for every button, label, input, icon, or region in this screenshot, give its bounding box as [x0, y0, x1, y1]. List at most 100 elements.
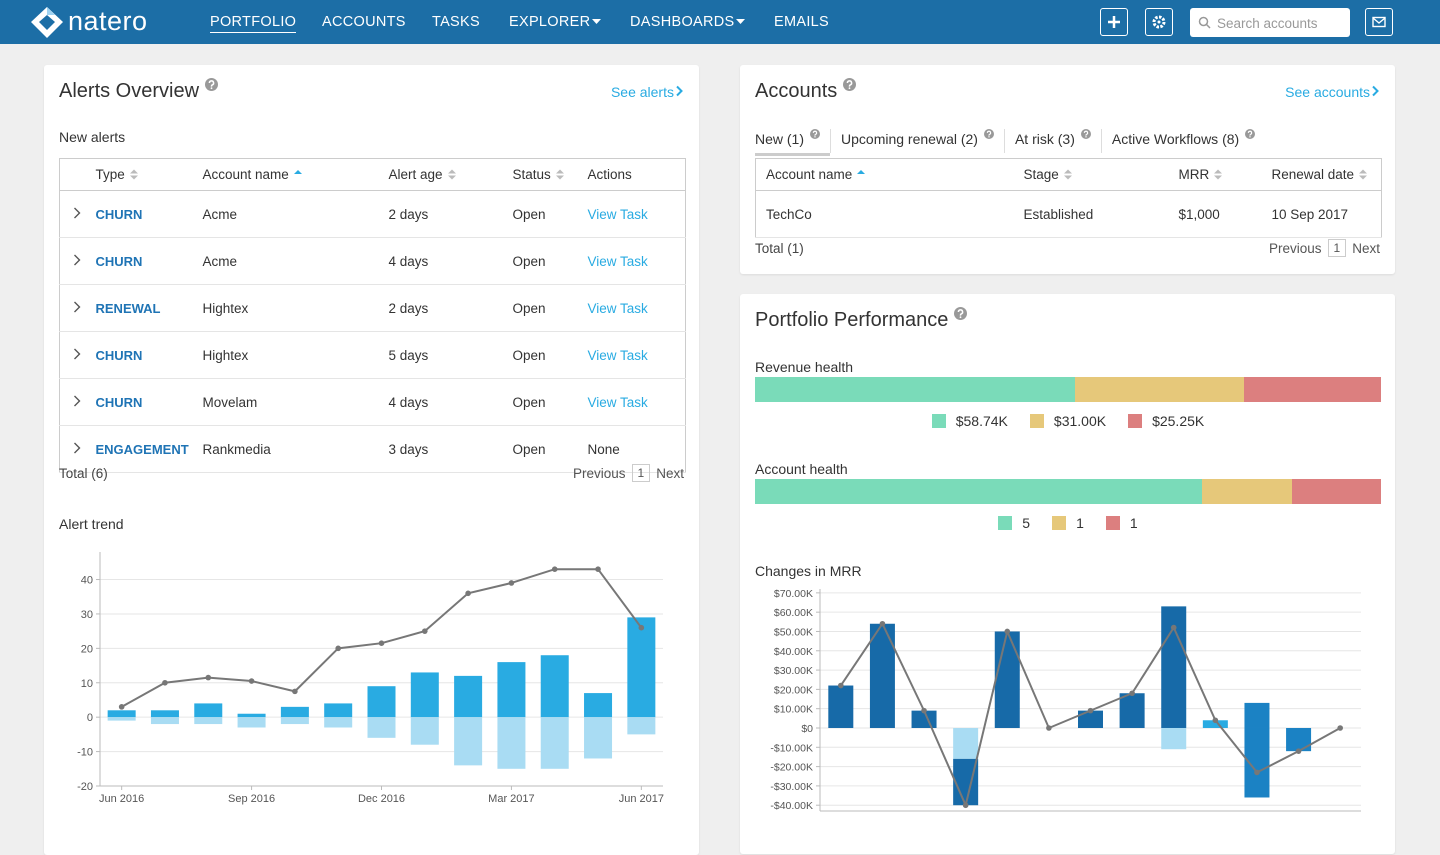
pager-next[interactable]: Next [656, 465, 684, 481]
x-tick-label: Mar 2017 [488, 793, 534, 805]
y-tick-label: $70.00K [774, 588, 813, 600]
line-point [205, 674, 212, 681]
table-cell: 10 Sep 2017 [1270, 190, 1382, 238]
y-tick-label: $30.00K [774, 665, 813, 677]
pager: Previous 1 Next [573, 464, 684, 482]
sort-down [447, 175, 456, 180]
search-input[interactable]: Search accounts [1190, 8, 1350, 37]
legend-swatch [998, 516, 1013, 530]
expand-cell[interactable] [59, 331, 95, 379]
header-cell[interactable]: Account name [755, 158, 1023, 191]
table-row[interactable]: RENEWAL Hightex 2 days Open View Task [59, 284, 686, 332]
bar [367, 717, 396, 738]
table-row[interactable]: CHURN Hightex 5 days Open View Task [59, 331, 686, 379]
help-glyph [1247, 130, 1253, 136]
bar [953, 727, 979, 759]
header-cell[interactable]: Type [94, 158, 202, 191]
expand-cell[interactable] [59, 237, 95, 285]
tab-label: New (1) [755, 131, 805, 147]
expand-cell[interactable] [59, 190, 95, 238]
pager-page[interactable]: 1 [631, 464, 651, 482]
table-row[interactable]: CHURN Acme 4 days Open View Task [59, 237, 686, 285]
bar [1286, 727, 1312, 752]
see-accounts-link[interactable]: See accounts [1285, 84, 1380, 100]
header-cell[interactable]: Account name [201, 158, 388, 191]
bar [454, 675, 483, 718]
table-row[interactable]: ENGAGEMENT Rankmedia 3 days Open None [59, 425, 686, 473]
nav-item[interactable]: EXPLORER [509, 14, 591, 30]
pager: Previous 1 Next [1269, 239, 1380, 257]
bar-segment [1243, 377, 1381, 402]
header-cell[interactable]: MRR [1177, 158, 1271, 191]
card-title: Portfolio Performance [755, 307, 968, 332]
bar [994, 631, 1020, 728]
pager-next[interactable]: Next [1352, 240, 1380, 256]
settings-button[interactable] [1145, 8, 1173, 36]
header-cell[interactable]: Alert age [387, 158, 512, 191]
bar-segment [1074, 377, 1244, 402]
email-button[interactable] [1365, 8, 1393, 36]
pager-previous[interactable]: Previous [1269, 240, 1322, 256]
view-task-link[interactable]: View Task [587, 347, 648, 363]
bar [869, 623, 895, 728]
help-icon [1080, 129, 1091, 139]
add-button[interactable] [1100, 8, 1128, 36]
nav-item[interactable]: DASHBOARDS [630, 14, 735, 30]
table-row[interactable]: CHURN Movelam 4 days Open View Task [59, 378, 686, 426]
header-row: Type Account name Alert age Status Actions [59, 158, 686, 191]
expand-cell[interactable] [59, 378, 95, 426]
table-row[interactable]: TechCo Established $1,000 10 Sep 2017 [755, 190, 1382, 238]
nav-item[interactable]: EMAILS [774, 14, 829, 30]
line-point [335, 645, 341, 652]
pager-page[interactable]: 1 [1327, 239, 1347, 257]
title-text: Portfolio Performance [755, 309, 949, 331]
y-tick-label: $50.00K [774, 626, 813, 638]
see-alerts-link[interactable]: See alerts [611, 84, 684, 100]
tab[interactable]: New (1) [755, 129, 831, 156]
header-cell [59, 158, 95, 191]
bar [237, 717, 266, 728]
header-cell[interactable]: Renewal date [1270, 158, 1382, 191]
link-text: See accounts [1285, 84, 1370, 100]
view-task-link[interactable]: View Task [587, 206, 648, 222]
view-task-link[interactable]: View Task [587, 300, 648, 316]
header-cell[interactable]: Stage [1022, 158, 1178, 191]
title-text: Accounts [755, 80, 838, 102]
table-cell: Open [511, 237, 587, 285]
tab[interactable]: At risk (3) [1003, 129, 1101, 153]
y-tick-label: -$10.00K [770, 742, 813, 754]
column-header: MRR [1178, 167, 1210, 182]
table-row[interactable]: CHURN Acme 2 days Open View Task [59, 190, 686, 238]
bar [1078, 710, 1103, 728]
nav-item[interactable]: PORTFOLIO [210, 14, 297, 33]
y-tick-label: -20 [77, 781, 93, 793]
bar [454, 717, 483, 766]
nav-item[interactable]: ACCOUNTS [322, 14, 406, 30]
logo[interactable] [30, 6, 64, 39]
expand-cell[interactable] [59, 425, 95, 473]
expand-cell[interactable] [59, 284, 95, 332]
brand[interactable]: natero [68, 6, 148, 36]
tab-label: Active Workflows (8) [1111, 131, 1240, 147]
bar [540, 717, 569, 769]
cell-text: TechCo [766, 206, 812, 222]
line-point [1004, 628, 1011, 635]
table-cell: Rankmedia [201, 425, 388, 473]
link-text: See alerts [610, 84, 674, 100]
line-point [1170, 624, 1177, 631]
tab[interactable]: Upcoming renewal (2) [830, 129, 1004, 153]
alert-type: CHURN [95, 347, 143, 363]
cell-text: $1,000 [1178, 206, 1220, 222]
y-tick-label: -$20.00K [770, 762, 813, 774]
legend-item: 5 [998, 515, 1030, 531]
legend-label: 5 [1022, 515, 1031, 531]
pager-previous[interactable]: Previous [573, 465, 626, 481]
nav-item[interactable]: TASKS [432, 14, 480, 30]
view-task-link[interactable]: View Task [587, 253, 648, 269]
view-task-link[interactable]: View Task [587, 394, 648, 410]
line-point [422, 628, 428, 634]
table-cell: 2 days [387, 284, 512, 332]
header-cell[interactable]: Status [511, 158, 587, 191]
revenue-health-bar [755, 377, 1381, 402]
tab[interactable]: Active Workflows (8) [1100, 129, 1265, 153]
